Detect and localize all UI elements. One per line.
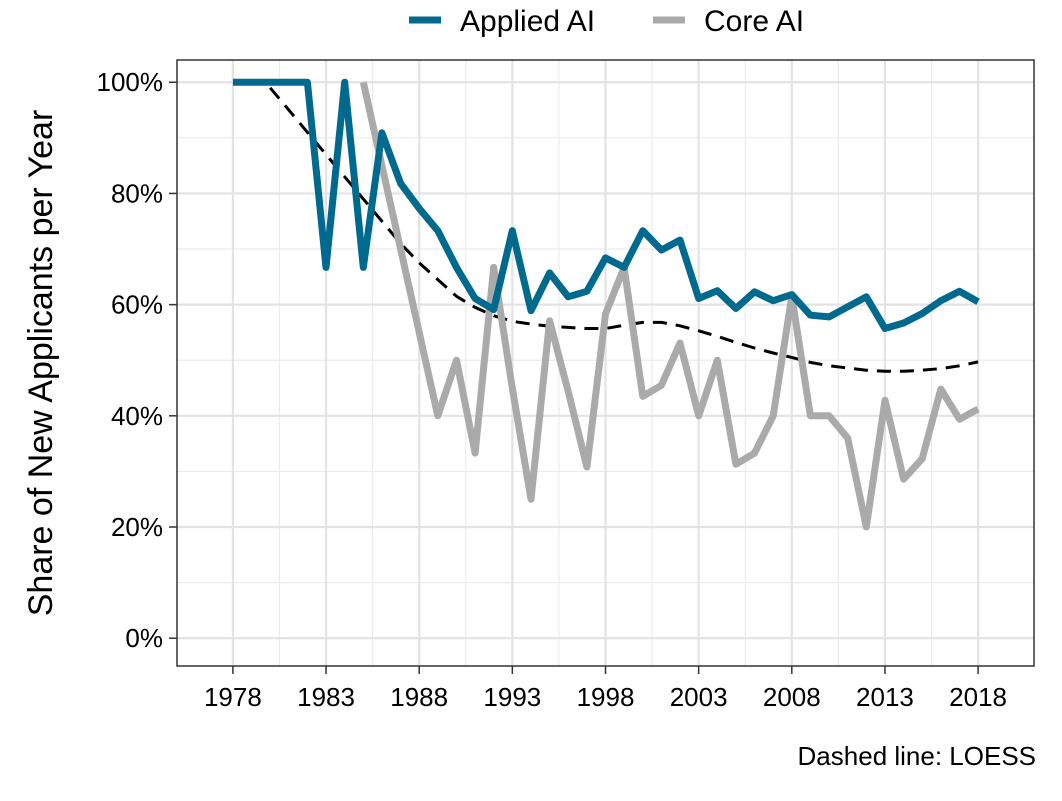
grid bbox=[177, 60, 1034, 666]
y-tick-label: 80% bbox=[111, 178, 163, 208]
legend: Applied AI Core AI bbox=[409, 5, 804, 38]
y-tick-label: 60% bbox=[111, 290, 163, 320]
y-tick-label: 40% bbox=[111, 401, 163, 431]
series-lines bbox=[232, 78, 980, 531]
legend-label-core-ai: Core AI bbox=[704, 5, 804, 38]
legend-label-applied-ai: Applied AI bbox=[460, 5, 595, 38]
x-tick-label: 1988 bbox=[390, 682, 448, 712]
x-tick-label: 2018 bbox=[949, 682, 1007, 712]
x-tick-label: 2013 bbox=[856, 682, 914, 712]
axes: 0% 20% 40% 60% 80% 100% 1978 1983 1988 1993 1998 20… bbox=[97, 67, 1008, 712]
loess-line bbox=[269, 86, 979, 373]
series-line-core-ai bbox=[359, 81, 980, 531]
y-tick-label: 100% bbox=[97, 67, 164, 97]
x-tick-label: 1983 bbox=[297, 682, 355, 712]
series-line-applied-ai bbox=[232, 78, 980, 332]
caption: Dashed line: LOESS bbox=[798, 741, 1036, 771]
x-tick-label: 1993 bbox=[483, 682, 541, 712]
y-tick-label: 20% bbox=[111, 512, 163, 542]
x-tick-label: 1998 bbox=[577, 682, 635, 712]
x-tick-label: 1978 bbox=[204, 682, 262, 712]
x-tick-label: 2008 bbox=[763, 682, 821, 712]
y-tick-label: 0% bbox=[125, 623, 163, 653]
x-tick-label: 2003 bbox=[670, 682, 728, 712]
y-axis-label: Share of New Applicants per Year bbox=[22, 110, 60, 617]
